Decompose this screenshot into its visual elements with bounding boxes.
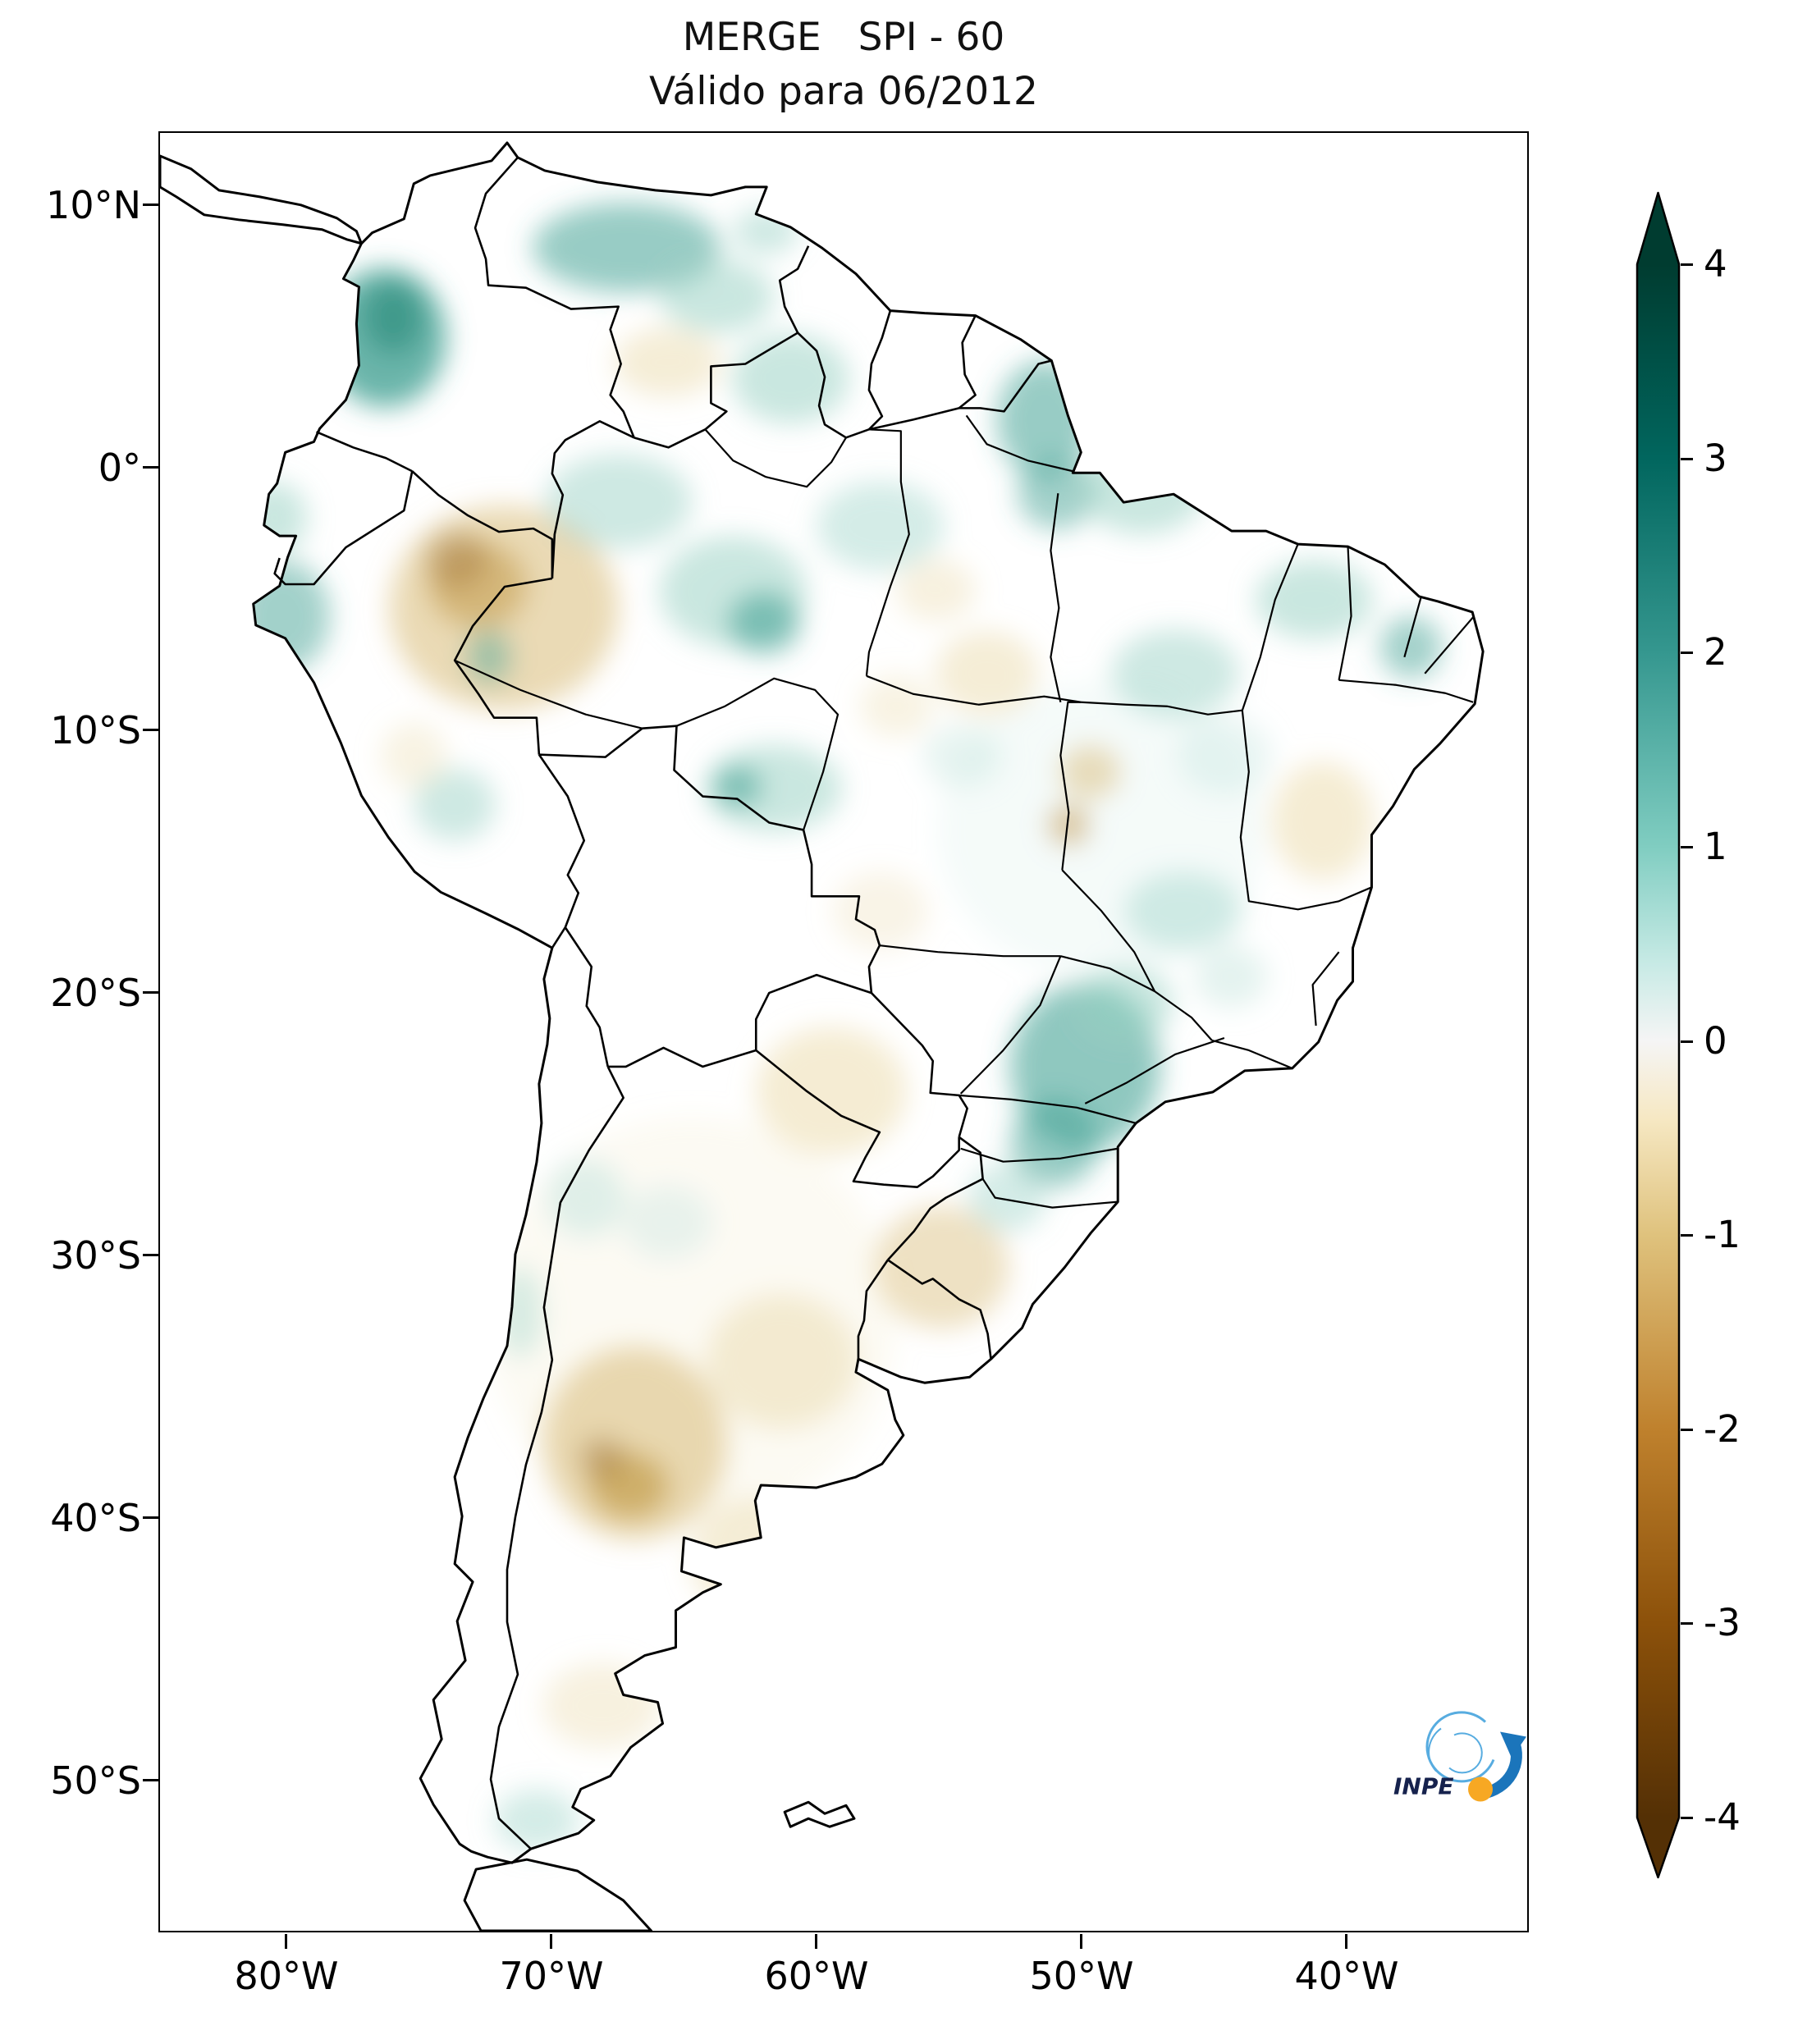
colorbar-tick <box>1681 458 1693 460</box>
map-plot-area <box>158 131 1529 1932</box>
colorbar <box>1636 191 1681 1879</box>
colorbar-tick-label: 0 <box>1704 1019 1727 1063</box>
south-america-map <box>160 141 1485 1931</box>
central-america-strip <box>160 154 363 245</box>
x-axis-tick <box>1345 1934 1347 1949</box>
x-axis-tick <box>550 1934 552 1949</box>
y-axis-tick <box>143 466 158 469</box>
y-axis-tick <box>143 1779 158 1781</box>
colorbar-tick <box>1681 1040 1693 1043</box>
y-axis-tick-label: 30°S <box>50 1233 141 1278</box>
x-axis-tick <box>285 1934 287 1949</box>
colorbar-tick <box>1681 1622 1693 1625</box>
x-axis-tick <box>1080 1934 1082 1949</box>
inpe-logo-orange-dot <box>1468 1776 1493 1802</box>
figure-subtitle: Válido para 06/2012 <box>649 69 1038 114</box>
colorbar-tick <box>1681 1817 1693 1819</box>
y-axis-tick-label: 50°S <box>50 1758 141 1803</box>
y-axis-tick-label: 10°N <box>46 183 141 227</box>
x-axis-tick-label: 50°W <box>1029 1954 1134 1998</box>
y-axis-tick-label: 20°S <box>50 971 141 1015</box>
colorbar-tick <box>1681 1429 1693 1431</box>
y-axis-tick-label: 10°S <box>50 708 141 752</box>
x-axis-tick-label: 80°W <box>234 1954 339 1998</box>
colorbar-tick-label: 2 <box>1704 630 1727 674</box>
colorbar-tick <box>1681 846 1693 848</box>
country-borders <box>273 157 1052 1850</box>
colorbar-tick-label: -1 <box>1704 1213 1741 1256</box>
colorbar-tick-label: 1 <box>1704 825 1727 868</box>
inpe-logo-swirl <box>1425 1711 1495 1783</box>
inpe-logo: INPE <box>1389 1708 1532 1811</box>
colorbar-tick-label: -2 <box>1704 1407 1741 1451</box>
spi-color-field <box>235 202 1443 1852</box>
small-islands <box>783 1800 856 1828</box>
colorbar-tick <box>1681 652 1693 654</box>
state-borders <box>454 414 1475 1209</box>
figure-title: MERGE SPI - 60 <box>682 15 1005 60</box>
y-axis-tick <box>143 729 158 731</box>
tierra-del-fuego-island <box>463 1858 653 1931</box>
colorbar-tick-label: 4 <box>1704 242 1727 286</box>
y-axis-tick <box>143 991 158 994</box>
x-axis-tick-label: 40°W <box>1294 1954 1399 1998</box>
coastline-outline <box>160 141 1485 1931</box>
y-axis-tick-label: 40°S <box>50 1496 141 1540</box>
y-axis-tick <box>143 203 158 206</box>
x-axis-tick-label: 70°W <box>499 1954 604 1998</box>
colorbar-gradient <box>1636 191 1681 1879</box>
colorbar-tick-label: -3 <box>1704 1601 1741 1644</box>
colorbar-tick <box>1681 263 1693 266</box>
colorbar-tick-label: -4 <box>1704 1795 1741 1839</box>
inpe-logo-text: INPE <box>1393 1773 1454 1800</box>
colorbar-tick-label: 3 <box>1704 437 1727 480</box>
mainland-outline <box>252 141 1485 1864</box>
x-axis-tick-label: 60°W <box>764 1954 869 1998</box>
y-axis-tick <box>143 1516 158 1519</box>
colorbar-tick <box>1681 1234 1693 1237</box>
y-axis-tick-label: 0° <box>98 446 141 490</box>
y-axis-tick <box>143 1254 158 1256</box>
x-axis-tick <box>815 1934 817 1949</box>
